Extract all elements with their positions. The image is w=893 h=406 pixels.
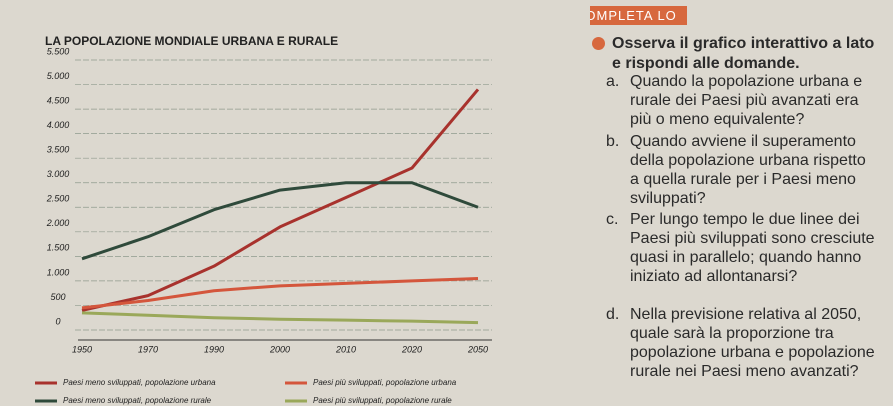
question-letter: a. [606, 73, 620, 90]
x-tick-label: 1970 [138, 344, 158, 354]
question: a. Quando la popolazione urbana e rurale … [606, 72, 876, 129]
x-tick-label: 1950 [72, 344, 92, 354]
intro: Osserva il grafico interattivo a lato e … [592, 34, 877, 74]
question-text: Per lungo tempo le due linee dei Paesi p… [630, 211, 875, 285]
legend-label: Paesi meno sviluppati, popolazione urban… [63, 378, 216, 387]
question-letter: d. [606, 306, 620, 323]
question-letter: c. [606, 211, 619, 228]
legend-label: Paesi più sviluppati, popolazione urbana [313, 378, 457, 387]
y-tick-label: 0 [55, 316, 60, 326]
question-letter: b. [606, 133, 620, 150]
question: d. Nella previsione relativa al 2050, qua… [606, 305, 876, 381]
legend-label: Paesi più sviluppati, popolazione rurale [313, 396, 452, 405]
y-tick-label: 2.000 [46, 218, 70, 228]
y-tick-label: 3.500 [47, 145, 70, 155]
x-tick-label: 2000 [269, 344, 290, 354]
legend-label: Paesi meno sviluppati, popolazione rural… [63, 396, 212, 405]
y-tick-label: 500 [50, 292, 65, 302]
y-tick-label: 5.500 [47, 46, 70, 56]
y-tick-label: 4.500 [47, 95, 70, 105]
y-tick-label: 2.500 [46, 194, 70, 204]
chart-title: LA POPOLAZIONE MONDIALE URBANA E RURALE [45, 34, 338, 48]
x-tick-label: 2020 [401, 344, 422, 354]
series-line [81, 276, 479, 310]
series-line [81, 88, 480, 312]
side-panel: COMPLETA LO Osserva il grafico interatti… [590, 0, 893, 406]
y-tick-label: 1.000 [47, 267, 70, 277]
question-text: Quando la popolazione urbana e rurale de… [630, 73, 863, 128]
y-tick-label: 5.000 [47, 71, 70, 81]
question-text: Quando avviene il superamento della popo… [630, 133, 866, 207]
question-text: Nella previsione relativa al 2050, quale… [630, 306, 875, 380]
question: c. Per lungo tempo le due linee dei Paesi… [606, 210, 876, 286]
y-tick-label: 1.500 [47, 243, 70, 253]
x-tick-label: 2010 [335, 344, 356, 354]
series-line [81, 311, 479, 325]
question: b. Quando avviene il superamento della po… [606, 132, 876, 208]
y-tick-label: 4.000 [47, 120, 70, 130]
tab: COMPLETA LO [590, 6, 687, 25]
series-line [81, 181, 479, 261]
x-tick-label: 1990 [204, 344, 224, 354]
x-tick-label: 2050 [467, 344, 488, 354]
chart: LA POPOLAZIONE MONDIALE URBANA E RURALE … [35, 34, 492, 405]
y-tick-label: 3.000 [47, 169, 70, 179]
